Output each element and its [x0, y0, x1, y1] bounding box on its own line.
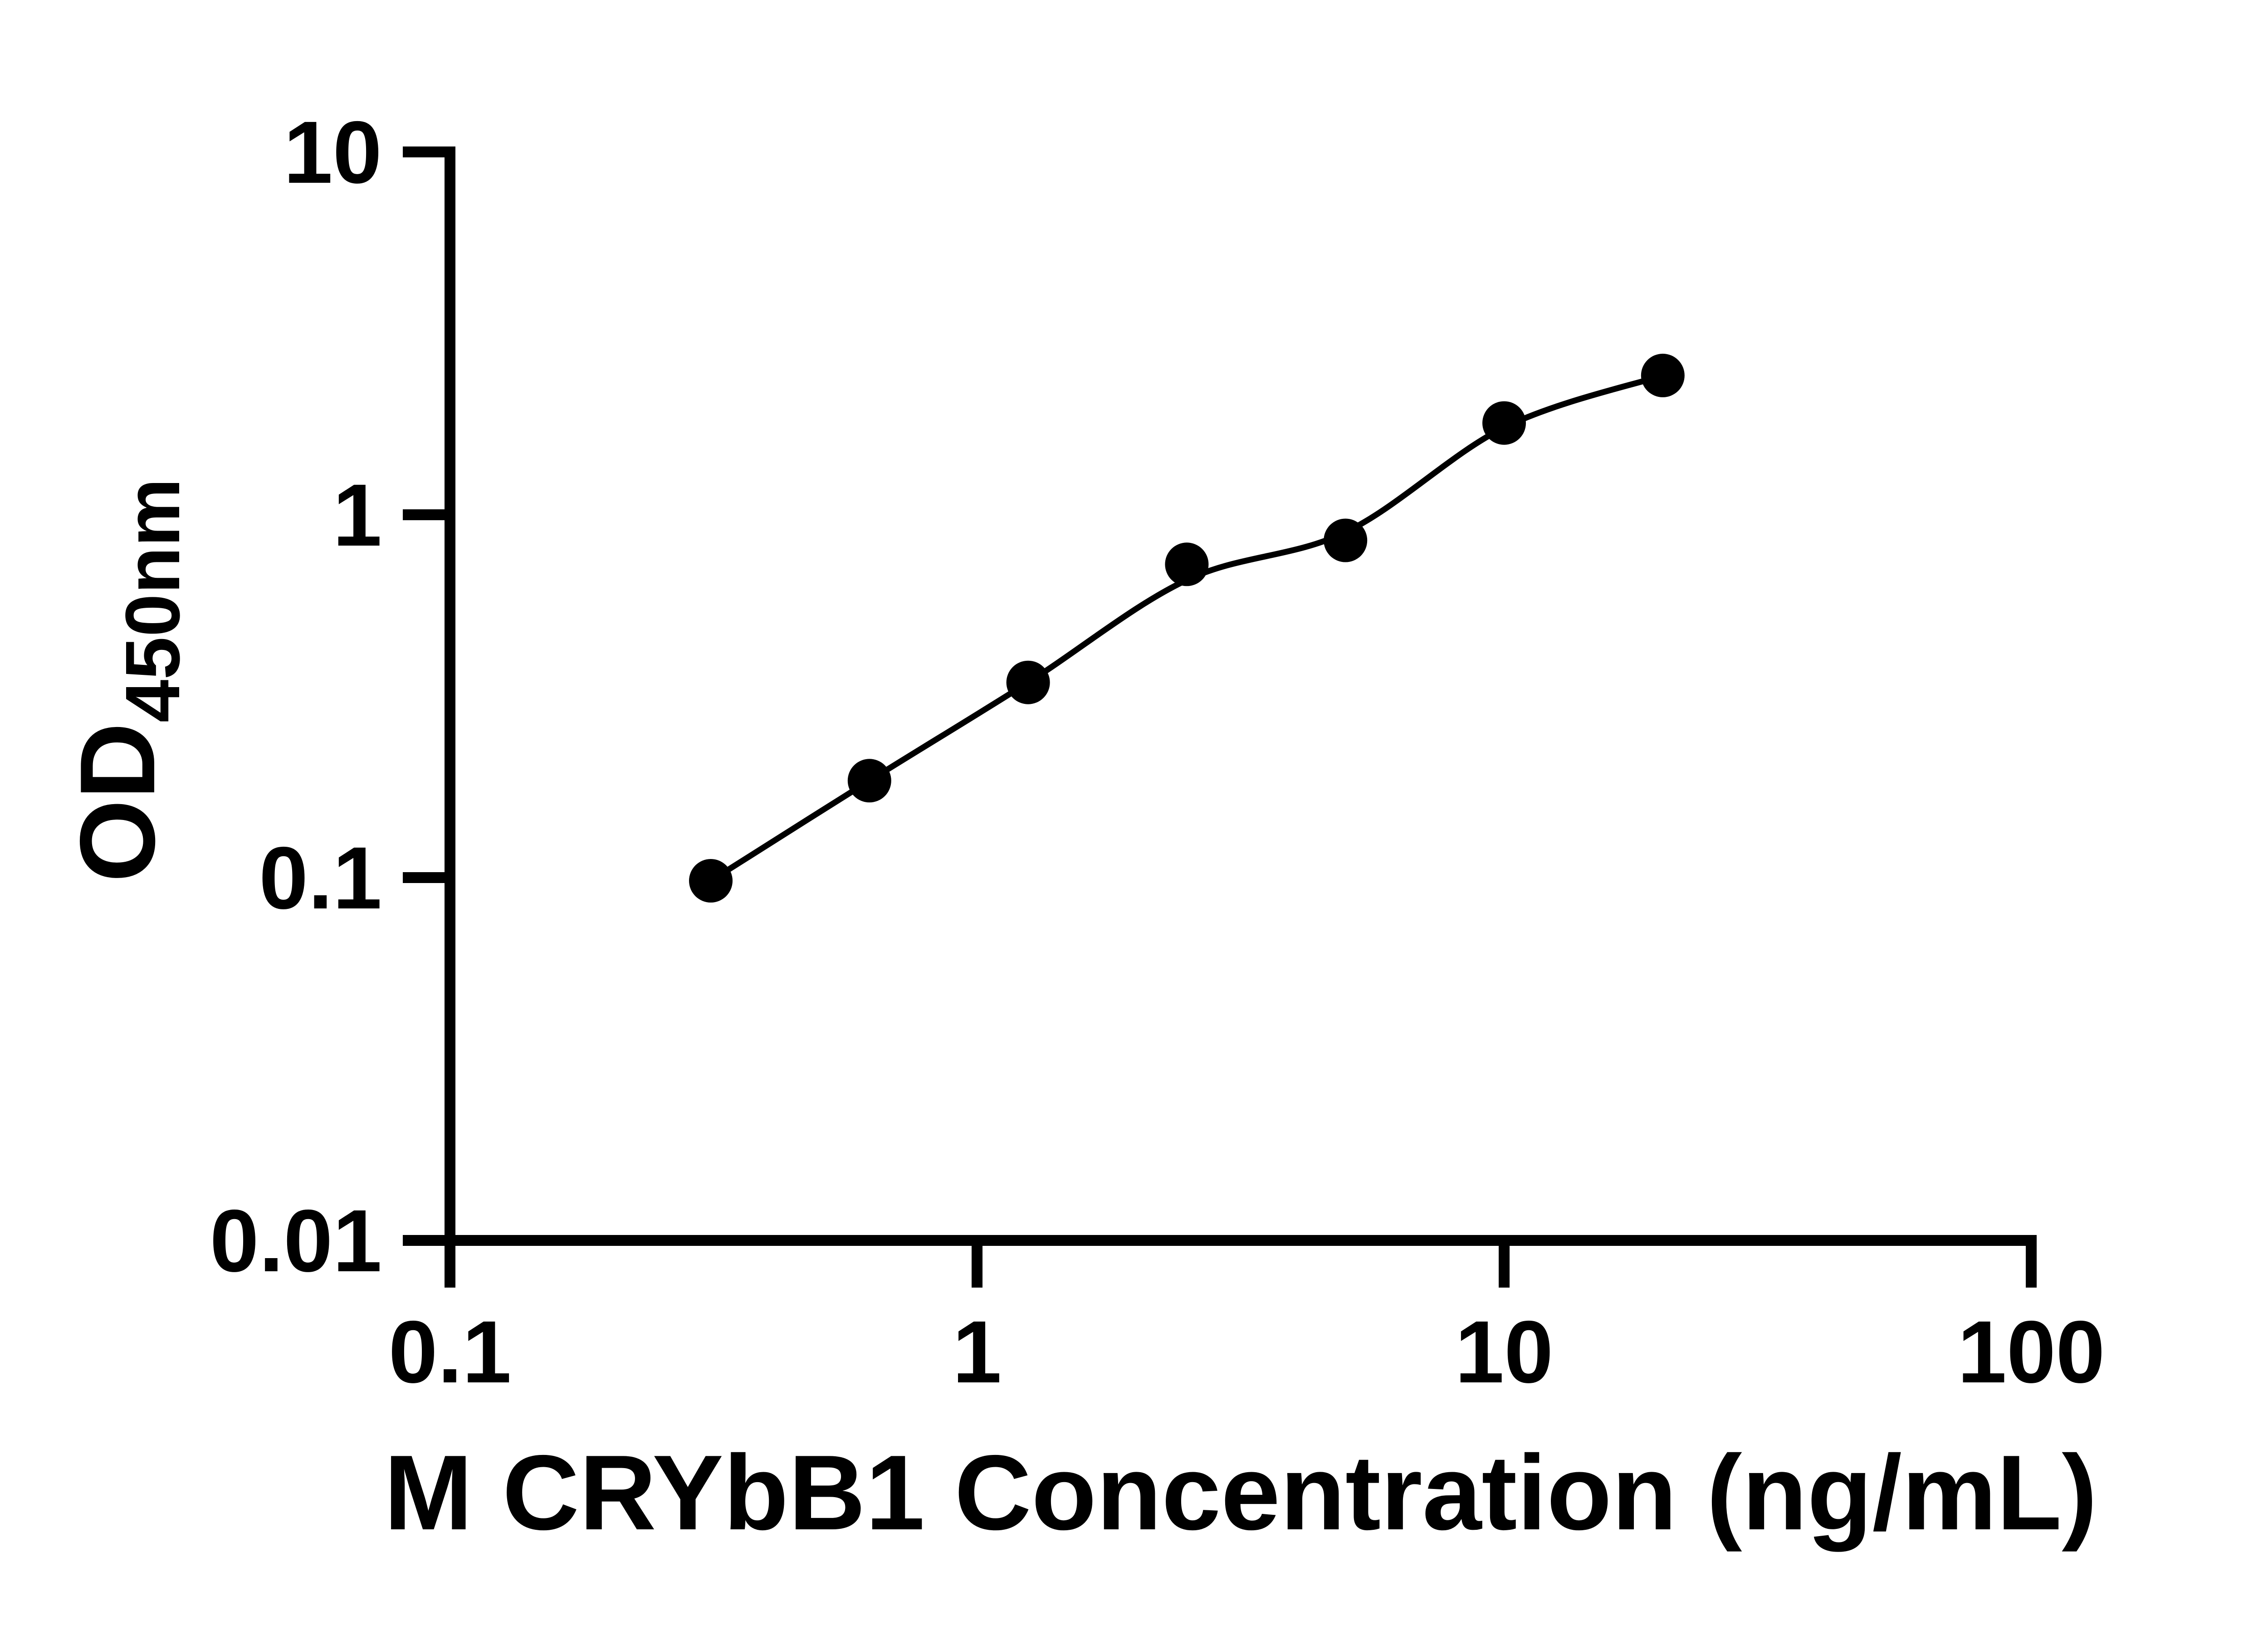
- y-tick-label: 1: [333, 466, 382, 565]
- data-point: [1006, 660, 1050, 704]
- y-tick-label: 0.1: [259, 829, 382, 927]
- data-point: [1641, 353, 1685, 397]
- y-axis-title-subscript: 450nm: [110, 478, 196, 722]
- data-point: [689, 859, 733, 903]
- axes: [403, 146, 2037, 1288]
- x-tick-label: 10: [1455, 1303, 1554, 1401]
- fit-curve-line: [708, 372, 1666, 884]
- data-points: [689, 353, 1685, 903]
- y-tick-label: 0.01: [210, 1191, 382, 1290]
- y-axis-title-main: OD: [58, 722, 177, 883]
- data-point: [847, 759, 891, 803]
- y-axis-title: OD450nm: [58, 478, 196, 882]
- data-point: [1324, 518, 1368, 562]
- x-tick-label: 1: [953, 1303, 1002, 1401]
- y-tick-label: 10: [284, 103, 382, 202]
- fit-curve: [708, 372, 1666, 884]
- x-tick-label: 100: [1957, 1303, 2105, 1401]
- data-point: [1165, 542, 1209, 586]
- data-point: [1482, 401, 1526, 445]
- x-axis-title: M CRYbB1 Concentration (ng/mL): [384, 1433, 2097, 1552]
- x-tick-label: 0.1: [388, 1303, 511, 1401]
